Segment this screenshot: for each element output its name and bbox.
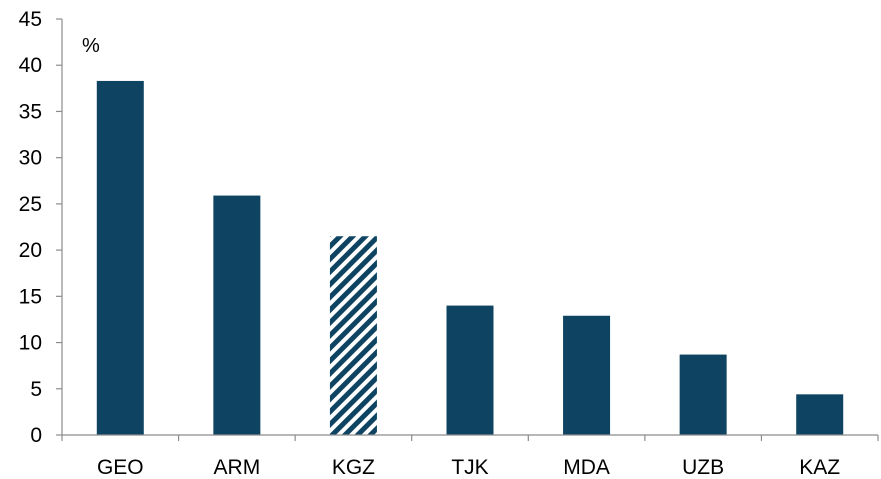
y-tick-label-25: 25 (19, 193, 42, 216)
x-tick-label-arm: ARM (214, 456, 261, 479)
y-tick-label-40: 40 (19, 54, 42, 77)
x-tick-label-kaz: KAZ (799, 456, 840, 479)
axes-layer (56, 18, 879, 441)
y-tick-label-20: 20 (19, 239, 42, 262)
y-tick-label-5: 5 (30, 378, 42, 401)
x-tick-label-geo: GEO (97, 456, 144, 479)
y-unit-label: % (82, 35, 100, 57)
bar-kaz (796, 394, 844, 435)
y-tick-label-10: 10 (19, 332, 42, 355)
x-tick-label-kgz: KGZ (332, 456, 375, 479)
bar-geo (96, 80, 144, 435)
labels-layer: GEO ARM KGZ TJK MDA UZB KAZ 0 5 10 15 20 25 30 35 40 45 (19, 8, 841, 479)
x-tick-label-uzb: UZB (682, 456, 724, 479)
bars-layer (96, 80, 844, 435)
bar-arm (213, 195, 261, 435)
bar-uzb (679, 354, 727, 435)
bar-tjk (446, 305, 494, 435)
y-tick-label-0: 0 (30, 424, 42, 447)
bar-mda (563, 315, 611, 435)
y-tick-label-15: 15 (19, 285, 42, 308)
y-tick-label-30: 30 (19, 147, 42, 170)
bar-kgz (329, 236, 377, 435)
y-tick-label-35: 35 (19, 100, 42, 123)
x-tick-label-tjk: TJK (451, 456, 488, 479)
x-tick-label-mda: MDA (563, 456, 610, 479)
y-tick-label-45: 45 (19, 8, 42, 31)
